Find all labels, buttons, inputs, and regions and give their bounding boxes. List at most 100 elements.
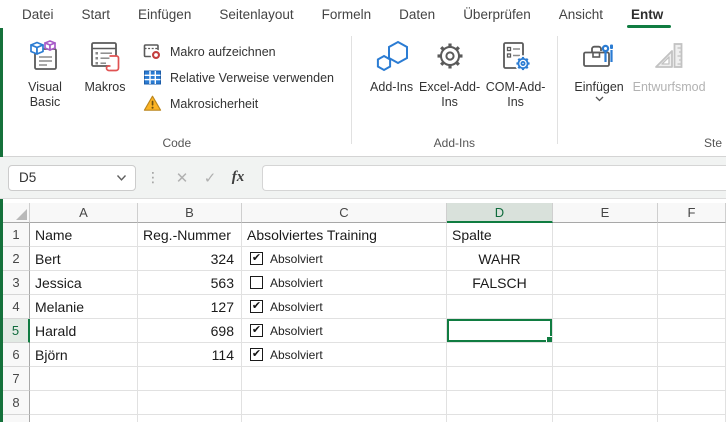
cell-b1[interactable]: Reg.-Nummer	[138, 223, 242, 247]
tab-ueberpruefen[interactable]: Überprüfen	[463, 6, 531, 22]
cell-c3[interactable]: Absolviert	[242, 271, 447, 295]
excel-addins-button[interactable]: Excel-Add-Ins	[418, 34, 482, 156]
cell-e7[interactable]	[553, 367, 658, 391]
row-header-7[interactable]: 7	[3, 367, 30, 391]
cell-f7[interactable]	[658, 367, 726, 391]
row-header-9[interactable]: 9	[3, 415, 30, 422]
enter-icon[interactable]: ✓	[203, 169, 217, 187]
cell-a6[interactable]: Björn	[30, 343, 138, 367]
row-header-6[interactable]: 6	[3, 343, 30, 367]
cell-a4[interactable]: Melanie	[30, 295, 138, 319]
cell-f5[interactable]	[658, 319, 726, 343]
select-all-corner[interactable]	[3, 203, 30, 223]
cell-f2[interactable]	[658, 247, 726, 271]
tab-datei[interactable]: Datei	[22, 6, 54, 22]
addins-button[interactable]: Add-Ins	[368, 34, 416, 156]
cell-b8[interactable]	[138, 391, 242, 415]
cell-e4[interactable]	[553, 295, 658, 319]
column-header-b[interactable]: B	[138, 203, 242, 223]
cell-f4[interactable]	[658, 295, 726, 319]
row-header-4[interactable]: 4	[3, 295, 30, 319]
row-header-3[interactable]: 3	[3, 271, 30, 295]
column-header-a[interactable]: A	[30, 203, 138, 223]
column-header-c[interactable]: C	[242, 203, 447, 223]
cell-c7[interactable]	[242, 367, 447, 391]
cell-c8[interactable]	[242, 391, 447, 415]
cell-b7[interactable]	[138, 367, 242, 391]
cell-c1[interactable]: Absolviertes Training	[242, 223, 447, 247]
cell-a5[interactable]: Harald	[30, 319, 138, 343]
cell-e8[interactable]	[553, 391, 658, 415]
cell-c6[interactable]: Absolviert	[242, 343, 447, 367]
cell-d7[interactable]	[447, 367, 553, 391]
visual-basic-button[interactable]: Visual Basic	[15, 34, 75, 156]
checkbox-row6[interactable]	[250, 348, 263, 361]
cell-f8[interactable]	[658, 391, 726, 415]
cell-a2[interactable]: Bert	[30, 247, 138, 271]
makros-button[interactable]: Makros	[75, 34, 135, 156]
macro-security-button[interactable]: Makrosicherheit	[143, 91, 334, 116]
cancel-icon[interactable]: ✕	[175, 169, 189, 187]
cell-f1[interactable]	[658, 223, 726, 247]
cell-d3[interactable]: FALSCH	[447, 271, 553, 295]
row-header-2[interactable]: 2	[3, 247, 30, 271]
tab-einfuegen[interactable]: Einfügen	[138, 6, 192, 22]
checkbox-row4[interactable]	[250, 300, 263, 313]
cell-b2[interactable]: 324	[138, 247, 242, 271]
formula-input[interactable]	[262, 164, 726, 191]
cell-d4[interactable]	[447, 295, 553, 319]
chevron-down-icon[interactable]	[116, 174, 127, 182]
cell-d5-selected[interactable]	[447, 319, 553, 343]
cell-c9[interactable]	[242, 415, 447, 422]
cell-e5[interactable]	[553, 319, 658, 343]
column-header-e[interactable]: E	[553, 203, 658, 223]
row-header-1[interactable]: 1	[3, 223, 30, 247]
cell-c5[interactable]: Absolviert	[242, 319, 447, 343]
name-box[interactable]: D5	[8, 164, 136, 191]
cell-b3[interactable]: 563	[138, 271, 242, 295]
cell-a9[interactable]	[30, 415, 138, 422]
cell-d8[interactable]	[447, 391, 553, 415]
cell-e1[interactable]	[553, 223, 658, 247]
cell-b9[interactable]	[138, 415, 242, 422]
tab-entwicklertools[interactable]: Entw	[617, 0, 677, 28]
cell-d9[interactable]	[447, 415, 553, 422]
tab-daten[interactable]: Daten	[399, 6, 436, 22]
cell-e9[interactable]	[553, 415, 658, 422]
checkbox-row2[interactable]	[250, 252, 263, 265]
record-macro-button[interactable]: Makro aufzeichnen	[143, 39, 334, 64]
cell-f3[interactable]	[658, 271, 726, 295]
cell-e6[interactable]	[553, 343, 658, 367]
checkbox-row3[interactable]	[250, 276, 263, 289]
cell-f9[interactable]	[658, 415, 726, 422]
row-header-5[interactable]: 5	[3, 319, 30, 343]
column-header-d[interactable]: D	[447, 203, 553, 223]
tab-seitenlayout[interactable]: Seitenlayout	[219, 6, 294, 22]
cell-a3[interactable]: Jessica	[30, 271, 138, 295]
cell-a7[interactable]	[30, 367, 138, 391]
cell-b4[interactable]: 127	[138, 295, 242, 319]
row-header-8[interactable]: 8	[3, 391, 30, 415]
cell-e3[interactable]	[553, 271, 658, 295]
tab-start[interactable]: Start	[81, 6, 111, 22]
relative-references-button[interactable]: Relative Verweise verwenden	[143, 65, 334, 90]
insert-function-icon[interactable]: fx	[231, 169, 245, 185]
tab-ansicht[interactable]: Ansicht	[558, 6, 604, 22]
cell-d6[interactable]	[447, 343, 553, 367]
cell-f6[interactable]	[658, 343, 726, 367]
tab-formeln[interactable]: Formeln	[321, 6, 372, 22]
cell-d2[interactable]: WAHR	[447, 247, 553, 271]
insert-controls-button[interactable]: Einfügen	[566, 34, 632, 156]
design-mode-button[interactable]: Entwurfsmod	[633, 34, 706, 156]
cell-e2[interactable]	[553, 247, 658, 271]
cell-b6[interactable]: 114	[138, 343, 242, 367]
cell-c4[interactable]: Absolviert	[242, 295, 447, 319]
cell-b5[interactable]: 698	[138, 319, 242, 343]
cell-d1[interactable]: Spalte	[447, 223, 553, 247]
cell-a8[interactable]	[30, 391, 138, 415]
column-header-f[interactable]: F	[658, 203, 726, 223]
cell-a1[interactable]: Name	[30, 223, 138, 247]
com-addins-button[interactable]: COM-Add-Ins	[484, 34, 548, 156]
drag-handle-dots-icon[interactable]: ⋮	[146, 169, 160, 185]
cell-c2[interactable]: Absolviert	[242, 247, 447, 271]
